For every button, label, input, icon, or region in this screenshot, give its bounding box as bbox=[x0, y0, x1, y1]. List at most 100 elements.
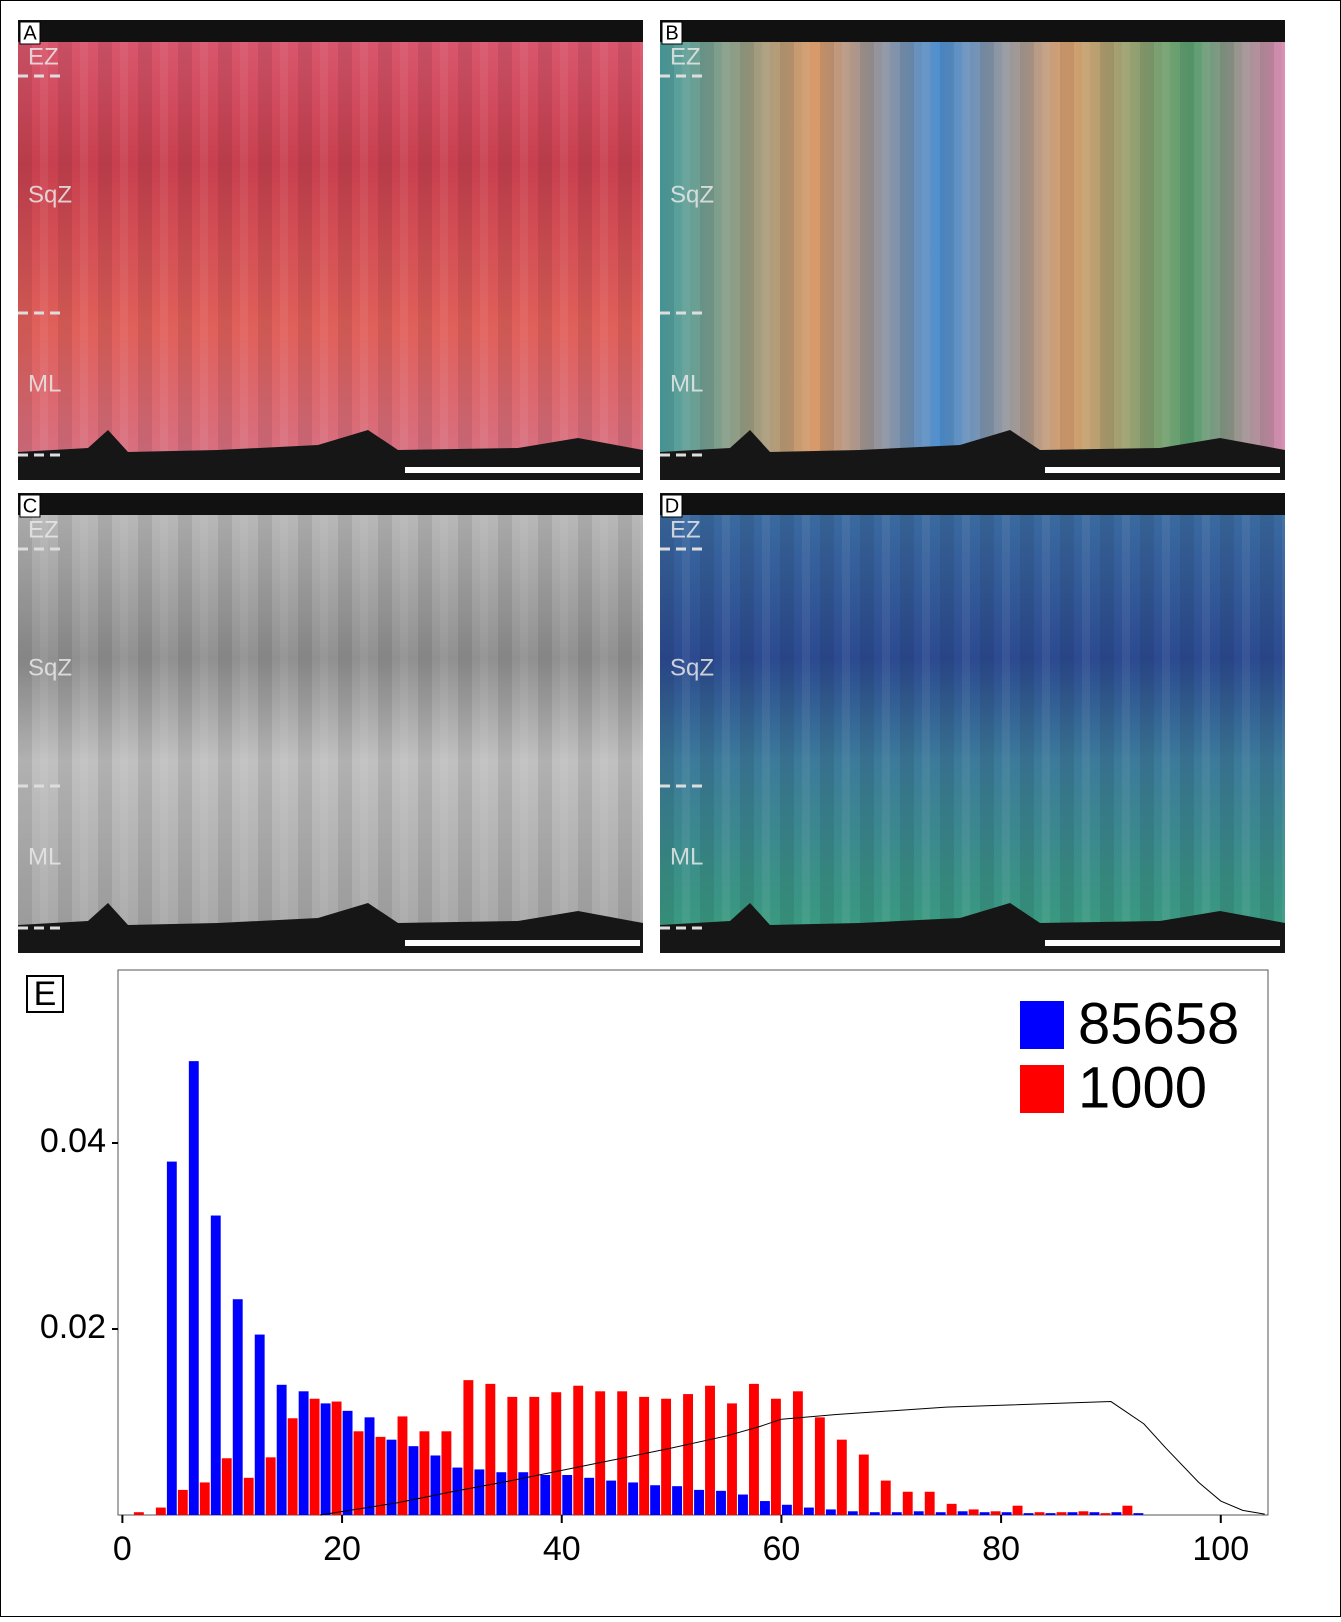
bar bbox=[935, 1512, 946, 1515]
bar bbox=[1078, 1511, 1089, 1515]
panel-label: D bbox=[665, 495, 679, 517]
bar bbox=[243, 1477, 254, 1515]
bar bbox=[166, 1161, 177, 1515]
legend-swatch bbox=[1020, 1065, 1064, 1113]
bar bbox=[836, 1439, 847, 1515]
panel: AEZ SqZ ML bbox=[18, 20, 643, 480]
bar bbox=[606, 1480, 617, 1515]
bar bbox=[705, 1385, 715, 1515]
bar bbox=[265, 1457, 276, 1515]
zone-label: EZ bbox=[28, 516, 59, 543]
bar bbox=[749, 1383, 759, 1515]
bar bbox=[1034, 1512, 1045, 1515]
panel-label-box bbox=[19, 21, 41, 45]
bar bbox=[1012, 1505, 1023, 1515]
bar bbox=[562, 1475, 573, 1515]
panel: CEZ SqZ ML bbox=[18, 493, 643, 953]
zone-label: EZ bbox=[670, 516, 701, 543]
zone-label: EZ bbox=[670, 43, 701, 70]
zone-label: EZ bbox=[28, 43, 59, 70]
bar bbox=[1111, 1512, 1122, 1515]
zone-label: SqZ bbox=[28, 654, 72, 681]
bar bbox=[386, 1439, 397, 1515]
bar bbox=[298, 1391, 309, 1515]
bar bbox=[276, 1384, 287, 1515]
bar bbox=[924, 1491, 935, 1515]
bar bbox=[990, 1511, 1001, 1515]
panel-label: B bbox=[665, 22, 678, 44]
bar bbox=[1023, 1513, 1034, 1515]
bar bbox=[584, 1477, 595, 1515]
zone-label: ML bbox=[28, 843, 61, 870]
bar bbox=[1067, 1512, 1078, 1515]
bar bbox=[452, 1467, 463, 1515]
bar bbox=[254, 1334, 265, 1515]
bar bbox=[287, 1418, 298, 1515]
panel: DEZ SqZ ML bbox=[660, 493, 1285, 953]
bar bbox=[133, 1512, 144, 1515]
scale-bar bbox=[405, 940, 640, 946]
bar bbox=[430, 1455, 441, 1515]
y-tick-label: 0.04 bbox=[40, 1122, 106, 1160]
zone-label: ML bbox=[28, 370, 61, 397]
bar bbox=[1045, 1513, 1056, 1515]
zone-label: ML bbox=[670, 843, 703, 870]
panel-label-box bbox=[19, 494, 41, 518]
chart-label: E bbox=[34, 975, 57, 1013]
bar bbox=[968, 1509, 979, 1515]
x-tick-label: 0 bbox=[113, 1530, 132, 1568]
bar bbox=[891, 1512, 902, 1515]
grain-texture bbox=[660, 515, 1285, 925]
bar bbox=[320, 1403, 331, 1515]
bar bbox=[221, 1458, 232, 1515]
bar bbox=[880, 1480, 891, 1515]
bar bbox=[1122, 1505, 1133, 1515]
panel-label-box bbox=[661, 494, 683, 518]
bar bbox=[232, 1299, 243, 1515]
bar bbox=[639, 1396, 650, 1515]
zone-label: SqZ bbox=[28, 181, 72, 208]
bar bbox=[869, 1512, 880, 1515]
bar bbox=[650, 1485, 661, 1515]
bar bbox=[727, 1403, 737, 1515]
bar bbox=[792, 1391, 803, 1515]
bar bbox=[814, 1417, 825, 1515]
panel: BEZ SqZ ML bbox=[660, 20, 1285, 480]
bar bbox=[397, 1416, 408, 1515]
bar bbox=[199, 1482, 210, 1515]
x-tick-label: 100 bbox=[1192, 1530, 1249, 1568]
bar bbox=[474, 1469, 485, 1515]
bar bbox=[803, 1507, 814, 1515]
bar bbox=[309, 1398, 320, 1515]
x-tick-label: 80 bbox=[982, 1530, 1020, 1568]
bar bbox=[979, 1512, 990, 1515]
grain-texture bbox=[660, 42, 1285, 452]
bar bbox=[738, 1494, 748, 1515]
bar bbox=[902, 1491, 913, 1515]
bar bbox=[628, 1482, 639, 1515]
bar bbox=[155, 1507, 166, 1515]
bar bbox=[331, 1401, 342, 1515]
bar bbox=[441, 1431, 452, 1515]
bar bbox=[507, 1396, 518, 1515]
bar bbox=[1133, 1513, 1144, 1515]
panel-label: C bbox=[23, 495, 37, 517]
bar bbox=[342, 1410, 353, 1515]
bar bbox=[463, 1380, 474, 1515]
bar bbox=[177, 1489, 188, 1515]
bar bbox=[694, 1489, 704, 1515]
y-tick-label: 0.02 bbox=[40, 1308, 106, 1346]
bar bbox=[1056, 1512, 1067, 1515]
x-tick-label: 40 bbox=[543, 1530, 581, 1568]
chart-label-box bbox=[26, 975, 64, 1013]
bar bbox=[419, 1431, 430, 1515]
bar bbox=[781, 1504, 792, 1515]
panel-label-box bbox=[661, 21, 683, 45]
bar bbox=[353, 1431, 364, 1515]
grain-texture bbox=[18, 42, 643, 452]
bar bbox=[496, 1472, 507, 1515]
zone-label: SqZ bbox=[670, 181, 714, 208]
